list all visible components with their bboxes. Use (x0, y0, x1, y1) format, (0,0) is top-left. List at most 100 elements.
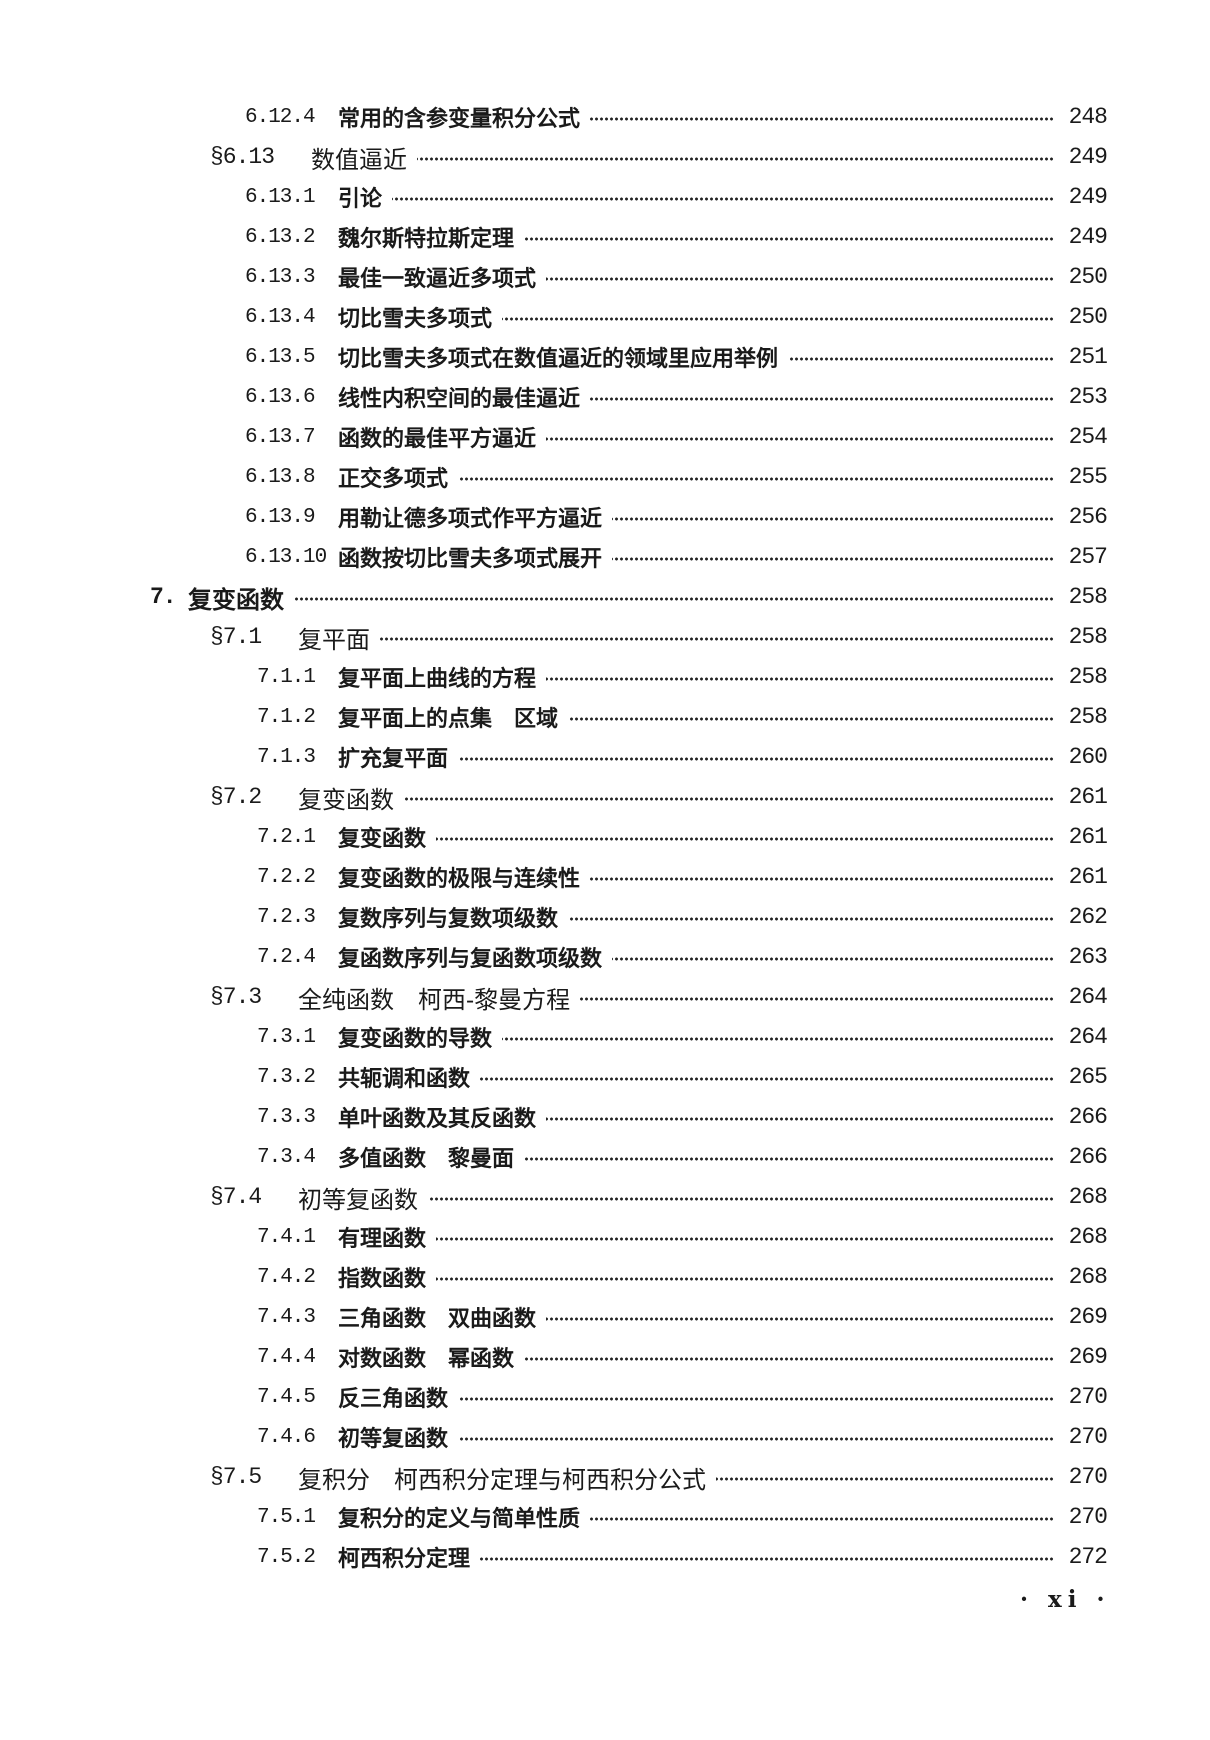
toc-entry-sub[interactable]: 7.2.3 复数序列与复数项级数 262 (0, 897, 1210, 937)
toc-entry-sub[interactable]: 6.13.3 最佳一致逼近多项式 250 (0, 257, 1210, 297)
entry-page: 255 (1068, 464, 1108, 490)
toc-entry-sec[interactable]: §7.4 初等复函数 268 (0, 1177, 1210, 1217)
entry-page: 264 (1068, 1024, 1108, 1050)
toc-entry-sub[interactable]: 6.13.6 线性内积空间的最佳逼近 253 (0, 377, 1210, 417)
entry-title: 复数序列与复数项级数 (338, 901, 565, 933)
entry-page: 257 (1068, 544, 1108, 570)
entry-title: 复函数序列与复函数项级数 (338, 941, 609, 973)
toc-entry-sub[interactable]: 6.13.7 函数的最佳平方逼近 254 (0, 417, 1210, 457)
toc-entry-sub[interactable]: 7.4.3 三角函数 双曲函数 269 (0, 1297, 1210, 1337)
dot-leader (502, 316, 1054, 322)
toc-entry-sec[interactable]: §6.13 数值逼近 249 (0, 137, 1210, 177)
toc-entry-sub[interactable]: 7.4.4 对数函数 幂函数 269 (0, 1337, 1210, 1377)
entry-title: 复变函数 (298, 779, 400, 815)
entry-page: 258 (1068, 624, 1108, 650)
entry-title: 函数的最佳平方逼近 (338, 421, 543, 453)
entry-title: 常用的含参变量积分公式 (338, 101, 587, 133)
toc-entry-sub[interactable]: 7.2.1 复变函数 261 (0, 817, 1210, 857)
toc-entry-sub[interactable]: 7.2.2 复变函数的极限与连续性 261 (0, 857, 1210, 897)
toc-entry-sub[interactable]: 6.13.2 魏尔斯特拉斯定理 249 (0, 217, 1210, 257)
entry-page: 261 (1068, 824, 1108, 850)
dot-leader (788, 356, 1054, 362)
toc-entry-sub[interactable]: 7.4.5 反三角函数 270 (0, 1377, 1210, 1417)
entry-page: 256 (1068, 504, 1108, 530)
toc-entry-sub[interactable]: 7.4.1 有理函数 268 (0, 1217, 1210, 1257)
toc-entry-sub[interactable]: 6.13.5 切比雪夫多项式在数值逼近的领域里应用举例 251 (0, 337, 1210, 377)
entry-title: 三角函数 双曲函数 (338, 1301, 543, 1333)
toc-entry-sec[interactable]: §7.1 复平面 258 (0, 617, 1210, 657)
entry-page: 248 (1068, 104, 1108, 130)
entry-title: 函数按切比雪夫多项式展开 (338, 541, 609, 573)
toc-entry-sub[interactable]: 7.4.2 指数函数 268 (0, 1257, 1210, 1297)
dot-leader (612, 516, 1054, 522)
toc-entry-sec[interactable]: §7.3 全纯函数 柯西-黎曼方程 264 (0, 977, 1210, 1017)
entry-page: 250 (1068, 264, 1108, 290)
entry-number: 7.2.4 (257, 945, 316, 969)
entry-title: 扩充复平面 (338, 741, 455, 773)
entry-page: 254 (1068, 424, 1108, 450)
dot-leader (580, 996, 1054, 1002)
entry-title: 全纯函数 柯西-黎曼方程 (298, 979, 577, 1015)
toc-entry-sub[interactable]: 7.3.2 共轭调和函数 265 (0, 1057, 1210, 1097)
toc-entry-sub[interactable]: 7.2.4 复函数序列与复函数项级数 263 (0, 937, 1210, 977)
entry-page: 266 (1068, 1104, 1108, 1130)
entry-page: 260 (1068, 744, 1108, 770)
entry-page: 269 (1068, 1344, 1108, 1370)
entry-title: 初等复函数 (338, 1421, 455, 1453)
toc-entry-sec[interactable]: §7.2 复变函数 261 (0, 777, 1210, 817)
entry-number: §6.13 (210, 144, 275, 170)
entry-number: 6.13.9 (245, 505, 316, 529)
page-number: · xi · (1020, 1586, 1111, 1613)
toc-entry-sub[interactable]: 7.5.2 柯西积分定理 272 (0, 1537, 1210, 1577)
toc-entry-sub[interactable]: 7.1.3 扩充复平面 260 (0, 737, 1210, 777)
entry-page: 261 (1068, 784, 1108, 810)
entry-number: 7.4.1 (257, 1225, 316, 1249)
entry-title: 复平面 (298, 619, 376, 655)
entry-title: 用勒让德多项式作平方逼近 (338, 501, 609, 533)
entry-number: 7.5.2 (257, 1545, 316, 1569)
entry-number: 6.13.8 (245, 465, 316, 489)
toc-entry-sub[interactable]: 6.13.9 用勒让德多项式作平方逼近 256 (0, 497, 1210, 537)
entry-page: 249 (1068, 224, 1108, 250)
toc-entry-sub[interactable]: 7.3.1 复变函数的导数 264 (0, 1017, 1210, 1057)
toc-entry-sub[interactable]: 6.13.8 正交多项式 255 (0, 457, 1210, 497)
entry-number: 7.3.3 (257, 1105, 316, 1129)
entry-title: 最佳一致逼近多项式 (338, 261, 543, 293)
toc-entry-sub[interactable]: 6.12.4 常用的含参变量积分公式 248 (0, 97, 1210, 137)
toc-entry-sub[interactable]: 6.13.1 引论 249 (0, 177, 1210, 217)
entry-number: 6.13.4 (245, 305, 316, 329)
toc-entry-sub[interactable]: 6.13.4 切比雪夫多项式 250 (0, 297, 1210, 337)
toc-entry-sub[interactable]: 7.4.6 初等复函数 270 (0, 1417, 1210, 1457)
entry-title: 切比雪夫多项式 (338, 301, 499, 333)
entry-number: §7.2 (210, 784, 262, 810)
entry-title: 共轭调和函数 (338, 1061, 477, 1093)
entry-number: 6.12.4 (245, 105, 316, 129)
toc-entry-sub[interactable]: 7.3.3 单叶函数及其反函数 266 (0, 1097, 1210, 1137)
entry-number: §7.3 (210, 984, 262, 1010)
entry-page: 264 (1068, 984, 1108, 1010)
entry-page: 249 (1068, 184, 1108, 210)
entry-page: 253 (1068, 384, 1108, 410)
entry-number: §7.4 (210, 1184, 262, 1210)
dot-leader (590, 1516, 1054, 1522)
entry-title: 正交多项式 (338, 461, 455, 493)
toc-entry-sub[interactable]: 7.5.1 复积分的定义与简单性质 270 (0, 1497, 1210, 1537)
dot-leader (458, 476, 1054, 482)
dot-leader (380, 636, 1054, 642)
entry-number: 6.13.3 (245, 265, 316, 289)
toc-entry-sub[interactable]: 7.1.1 复平面上曲线的方程 258 (0, 657, 1210, 697)
dot-leader (480, 1556, 1054, 1562)
toc-entry-sec[interactable]: §7.5 复积分 柯西积分定理与柯西积分公式 270 (0, 1457, 1210, 1497)
entry-title: 数值逼近 (311, 139, 413, 175)
toc-entry-chap[interactable]: 7. 复变函数 258 (0, 577, 1210, 617)
entry-page: 266 (1068, 1144, 1108, 1170)
entry-title: 单叶函数及其反函数 (338, 1101, 543, 1133)
dot-leader (590, 876, 1054, 882)
toc-entry-sub[interactable]: 7.1.2 复平面上的点集 区域 258 (0, 697, 1210, 737)
toc-entry-sub[interactable]: 6.13.10 函数按切比雪夫多项式展开 257 (0, 537, 1210, 577)
entry-page: 270 (1068, 1504, 1108, 1530)
toc-entry-sub[interactable]: 7.3.4 多值函数 黎曼面 266 (0, 1137, 1210, 1177)
dot-leader (417, 156, 1054, 162)
entry-number: 7.1.1 (257, 665, 316, 689)
dot-leader (546, 276, 1054, 282)
